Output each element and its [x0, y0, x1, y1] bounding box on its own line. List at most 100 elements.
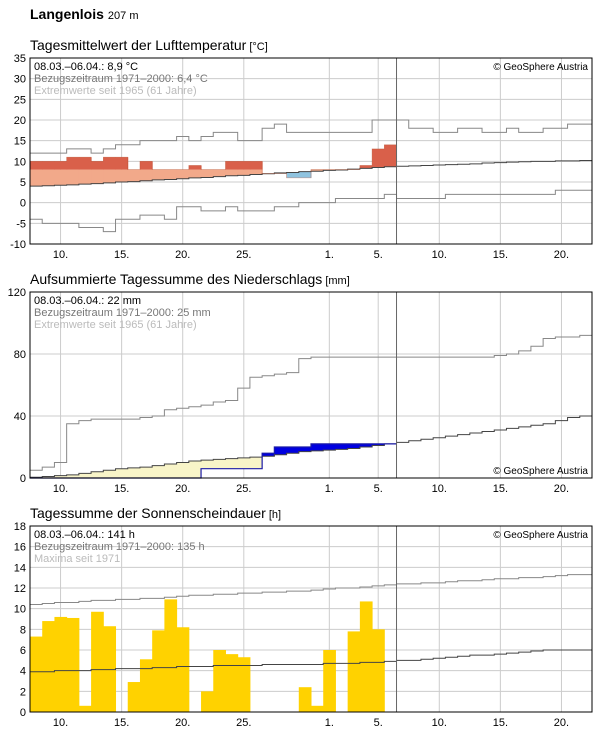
- temp-anomaly-bar-high: [140, 161, 153, 169]
- sunshine-bar: [128, 682, 141, 712]
- x-tick-label: 20.: [554, 249, 569, 261]
- sunshine-bar: [225, 654, 238, 712]
- y-tick-label: 16: [14, 542, 26, 554]
- info-period-value: 08.03.–06.04.: 141 h: [34, 529, 135, 541]
- y-tick-label: 5: [20, 177, 26, 189]
- sunshine-bar: [42, 621, 55, 712]
- y-tick-label: 14: [14, 562, 26, 574]
- x-tick-label: 10.: [53, 249, 68, 261]
- x-tick-label: 15.: [114, 483, 129, 495]
- sunshine-bar: [360, 601, 373, 712]
- y-tick-label: 120: [8, 287, 26, 299]
- copyright-label: © GeoSphere Austria: [493, 530, 588, 541]
- precip-deficit-bar: [116, 469, 129, 478]
- y-tick-label: 30: [14, 74, 26, 86]
- precip-anomaly-bar: [311, 444, 324, 451]
- temp-anomaly-bar-high: [250, 161, 263, 169]
- x-tick-label: 15.: [114, 249, 129, 261]
- x-tick-label: 20.: [175, 717, 190, 729]
- temp-anomaly-bar: [238, 170, 251, 176]
- temp-min-line: [30, 190, 592, 231]
- y-tick-label: 18: [14, 521, 26, 533]
- temp-anomaly-bar-high: [42, 161, 55, 169]
- temp-anomaly-bar-high: [384, 145, 397, 167]
- x-tick-label: 20.: [554, 717, 569, 729]
- temp-anomaly-bar-high: [189, 165, 202, 169]
- precip-deficit-bar: [164, 464, 177, 478]
- temp-anomaly-bar: [103, 170, 116, 183]
- precipitation-chart: 0408012010.15.20.25.1.5.10.15.20.08.03.–…: [0, 284, 596, 499]
- sunshine-bar: [103, 626, 116, 712]
- temp-anomaly-bar: [67, 170, 80, 185]
- x-tick-label: 5.: [374, 483, 383, 495]
- temp-anomaly-bar: [116, 170, 129, 182]
- sunshine-max-line: [30, 575, 592, 605]
- temp-anomaly-bar-high: [79, 157, 92, 169]
- precip-deficit-bar: [128, 468, 141, 478]
- temp-anomaly-bar: [91, 170, 104, 184]
- x-tick-label: 10.: [432, 249, 447, 261]
- copyright-label: © GeoSphere Austria: [493, 466, 588, 477]
- precip-deficit-bar: [189, 461, 202, 478]
- y-tick-label: -10: [10, 239, 26, 251]
- temp-anomaly-bar: [201, 170, 214, 178]
- y-tick-label: 0: [20, 473, 26, 485]
- x-tick-label: 15.: [493, 483, 508, 495]
- temp-anomaly-bar-low: [287, 172, 300, 177]
- info-period-value: 08.03.–06.04.: 8,9 °C: [34, 61, 138, 73]
- x-tick-label: 5.: [374, 249, 383, 261]
- precip-anomaly-bar: [323, 444, 336, 450]
- temp-anomaly-bar: [177, 170, 190, 179]
- precip-deficit-bar: [177, 463, 190, 479]
- x-tick-label: 25.: [236, 483, 251, 495]
- sunshine-bar: [323, 650, 336, 712]
- precip-anomaly-bar: [335, 444, 348, 449]
- sunshine-bar: [152, 630, 165, 712]
- temp-anomaly-bar: [140, 170, 153, 181]
- sunshine-bar: [54, 617, 67, 712]
- info-reference-value: Bezugszeitraum 1971–2000: 25 mm: [34, 307, 211, 319]
- temp-anomaly-bar: [42, 170, 55, 186]
- y-tick-label: -5: [16, 218, 26, 230]
- precip-deficit-bar: [213, 459, 226, 468]
- x-tick-label: 25.: [236, 249, 251, 261]
- y-tick-label: 4: [20, 666, 26, 678]
- x-tick-label: 1.: [325, 717, 334, 729]
- temp-anomaly-bar: [54, 170, 67, 186]
- info-extremes-note: Extremwerte seit 1965 (61 Jahre): [34, 319, 197, 331]
- y-tick-label: 15: [14, 136, 26, 148]
- temp-anomaly-bar: [189, 170, 202, 178]
- precip-deficit-bar: [91, 472, 104, 478]
- temp-anomaly-bar-high: [30, 161, 43, 169]
- copyright-label: © GeoSphere Austria: [493, 62, 588, 73]
- x-tick-label: 20.: [554, 483, 569, 495]
- x-tick-label: 20.: [175, 483, 190, 495]
- sunshine-bar: [164, 599, 177, 712]
- temp-anomaly-bar-high: [91, 161, 104, 169]
- precip-anomaly-bar: [299, 447, 312, 452]
- info-period-value: 08.03.–06.04.: 22 mm: [34, 295, 141, 307]
- y-tick-label: 40: [14, 411, 26, 423]
- x-tick-label: 15.: [493, 717, 508, 729]
- x-tick-label: 20.: [175, 249, 190, 261]
- y-tick-label: 2: [20, 686, 26, 698]
- temp-anomaly-bar: [152, 170, 165, 180]
- temp-anomaly-bar: [30, 170, 43, 187]
- sunshine-bar: [201, 691, 214, 712]
- sunshine-bar: [91, 612, 104, 712]
- x-tick-label: 25.: [236, 717, 251, 729]
- precip-deficit-bar: [140, 467, 153, 478]
- temp-anomaly-bar: [250, 170, 263, 175]
- temp-anomaly-bar: [164, 170, 177, 180]
- temp-anomaly-bar: [128, 170, 141, 182]
- temp-anomaly-bar: [79, 170, 92, 184]
- sunshine-bar: [30, 637, 43, 712]
- precip-deficit-bar: [79, 473, 92, 478]
- temp-anomaly-bar-high: [238, 161, 251, 169]
- temp-anomaly-bar: [225, 170, 238, 176]
- x-tick-label: 1.: [325, 249, 334, 261]
- sunshine-bar: [79, 706, 92, 712]
- x-tick-label: 10.: [432, 483, 447, 495]
- y-tick-label: 10: [14, 156, 26, 168]
